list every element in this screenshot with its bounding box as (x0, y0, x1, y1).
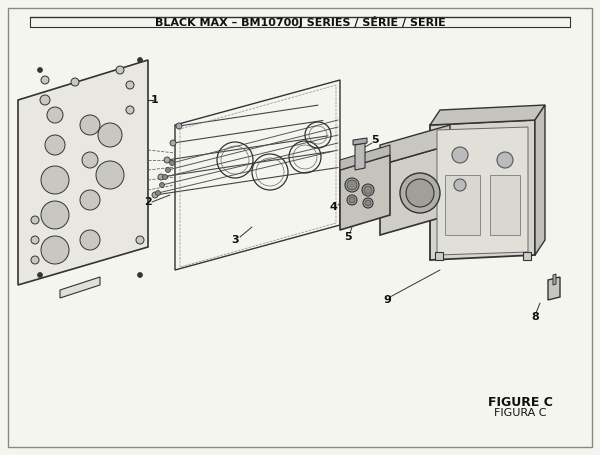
Circle shape (37, 67, 43, 72)
Circle shape (160, 182, 164, 187)
Polygon shape (18, 60, 148, 285)
Circle shape (41, 236, 69, 264)
Circle shape (37, 273, 43, 278)
Circle shape (45, 135, 65, 155)
Circle shape (365, 200, 371, 206)
Bar (376, 207, 382, 215)
Text: 7: 7 (458, 198, 466, 208)
Circle shape (347, 195, 357, 205)
Polygon shape (380, 145, 450, 235)
Text: 3: 3 (231, 235, 239, 245)
Bar (490, 175, 520, 235)
Circle shape (452, 147, 468, 163)
Polygon shape (353, 138, 367, 145)
Circle shape (497, 152, 513, 168)
Circle shape (176, 123, 182, 129)
Circle shape (158, 174, 164, 180)
Circle shape (82, 152, 98, 168)
Bar (376, 162, 382, 170)
Circle shape (47, 107, 63, 123)
Circle shape (136, 236, 144, 244)
Circle shape (41, 76, 49, 84)
Text: 9: 9 (383, 295, 391, 305)
Circle shape (163, 175, 167, 180)
Circle shape (31, 236, 39, 244)
Bar (435, 252, 443, 260)
Circle shape (349, 197, 355, 203)
Polygon shape (553, 274, 556, 285)
Bar (445, 175, 480, 235)
Polygon shape (548, 277, 560, 300)
Circle shape (71, 78, 79, 86)
Circle shape (80, 230, 100, 250)
Circle shape (40, 95, 50, 105)
Text: 6: 6 (351, 182, 359, 192)
Circle shape (155, 191, 161, 196)
Polygon shape (60, 277, 100, 298)
Circle shape (362, 184, 374, 196)
Text: BLACK MAX – BM10700J SERIES / SÉRIE / SERIE: BLACK MAX – BM10700J SERIES / SÉRIE / SE… (155, 16, 445, 28)
Circle shape (164, 157, 170, 163)
Circle shape (152, 192, 158, 198)
Circle shape (170, 140, 176, 146)
Circle shape (363, 198, 373, 208)
Circle shape (31, 256, 39, 264)
Circle shape (98, 123, 122, 147)
Polygon shape (340, 145, 390, 170)
Text: 5: 5 (371, 135, 379, 145)
Text: 5: 5 (344, 232, 352, 242)
Bar (376, 192, 382, 200)
Text: 8: 8 (531, 312, 539, 322)
Circle shape (170, 161, 175, 166)
Text: FIGURE C: FIGURE C (488, 396, 553, 410)
Circle shape (345, 178, 359, 192)
Circle shape (80, 190, 100, 210)
Circle shape (31, 216, 39, 224)
Text: 4: 4 (329, 202, 337, 212)
Circle shape (116, 66, 124, 74)
Circle shape (137, 273, 143, 278)
Circle shape (406, 179, 434, 207)
Polygon shape (535, 105, 545, 255)
Circle shape (137, 57, 143, 62)
Circle shape (364, 186, 372, 194)
Circle shape (126, 81, 134, 89)
Circle shape (126, 106, 134, 114)
Circle shape (347, 180, 357, 190)
Circle shape (166, 167, 170, 172)
Bar (376, 177, 382, 185)
Bar (523, 252, 531, 260)
Circle shape (96, 161, 124, 189)
Polygon shape (430, 120, 535, 260)
Text: FIGURA C: FIGURA C (494, 408, 546, 418)
Polygon shape (380, 125, 450, 165)
Polygon shape (355, 143, 365, 170)
Circle shape (80, 115, 100, 135)
Circle shape (41, 201, 69, 229)
Circle shape (400, 173, 440, 213)
Circle shape (454, 179, 466, 191)
Polygon shape (340, 155, 390, 230)
Text: 2: 2 (144, 197, 152, 207)
Polygon shape (437, 127, 528, 255)
Text: 1: 1 (151, 95, 159, 105)
Polygon shape (430, 105, 545, 125)
Circle shape (41, 166, 69, 194)
